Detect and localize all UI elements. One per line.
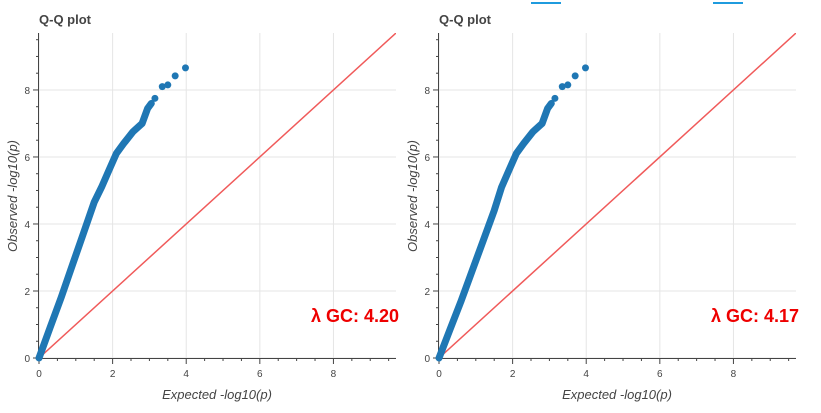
- x-tick-label: 8: [731, 369, 737, 380]
- reference-line: [439, 33, 796, 358]
- y-tick-label: 8: [24, 86, 30, 97]
- y-tick-label: 4: [24, 220, 30, 231]
- data-point: [558, 83, 566, 91]
- data-point: [158, 83, 166, 91]
- chart-title: Q-Q plot: [439, 12, 492, 27]
- y-tick-label: 2: [24, 287, 30, 298]
- data-point: [171, 72, 179, 80]
- x-tick-label: 8: [331, 369, 337, 380]
- observed-points-band: [435, 99, 555, 362]
- y-tick-label: 4: [424, 220, 430, 231]
- toolbar-indicator-left: [531, 2, 561, 4]
- data-point: [564, 81, 572, 89]
- qq-plot-panel-left: 0 2 4 6 8 0 2 4 6 8 Q-Q plot Expected -log10(p) O…: [5, 12, 399, 402]
- lambda-gc-annotation: λ GC: 4.20: [311, 306, 399, 326]
- x-axis-label: Expected -log10(p): [562, 387, 672, 402]
- y-tick-label: 6: [24, 153, 30, 164]
- qq-plot-panel-right: 0 2 4 6 8 0 2 4 6 8 Q-Q plot Expected -log10(p) O…: [405, 12, 799, 402]
- x-tick-label: 0: [36, 369, 42, 380]
- x-tick-label: 6: [257, 369, 263, 380]
- lambda-gc-annotation: λ GC: 4.17: [711, 306, 799, 326]
- y-tick-label: 8: [424, 86, 430, 97]
- x-tick-label: 4: [183, 369, 189, 380]
- x-tick-label: 4: [583, 369, 589, 380]
- x-tick-label: 2: [110, 369, 116, 380]
- y-tick-label: 2: [424, 287, 430, 298]
- reference-line: [39, 33, 396, 358]
- data-point: [164, 81, 172, 89]
- chart-title: Q-Q plot: [39, 12, 92, 27]
- y-axis-label: Observed -log10(p): [5, 140, 20, 252]
- data-point: [571, 72, 579, 80]
- y-axis-label: Observed -log10(p): [405, 140, 420, 252]
- data-point: [581, 64, 589, 72]
- data-point: [551, 94, 559, 102]
- x-tick-label: 2: [510, 369, 516, 380]
- x-axis-label: Expected -log10(p): [162, 387, 272, 402]
- x-tick-label: 6: [657, 369, 663, 380]
- y-tick-label: 0: [24, 354, 30, 365]
- y-tick-label: 0: [424, 354, 430, 365]
- x-tick-label: 0: [436, 369, 442, 380]
- data-point: [151, 94, 159, 102]
- y-tick-label: 6: [424, 153, 430, 164]
- observed-points-band: [35, 99, 155, 362]
- data-point: [181, 64, 189, 72]
- toolbar-indicator-right: [713, 2, 743, 4]
